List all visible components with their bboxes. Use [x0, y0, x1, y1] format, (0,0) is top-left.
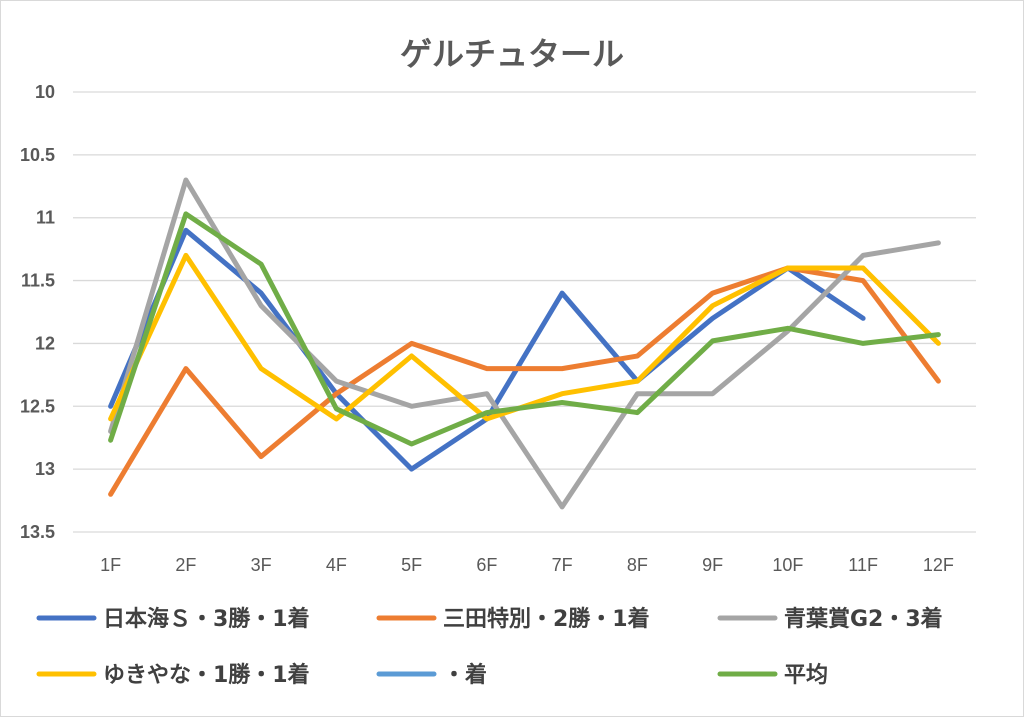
legend-label: 三田特別・2勝・1着	[443, 606, 650, 632]
y-tick-label: 12.5	[20, 396, 55, 416]
legend-label: 平均	[784, 662, 828, 688]
x-tick-label: 11F	[848, 555, 878, 575]
legend-label: ・着	[443, 662, 487, 688]
y-tick-label: 13.5	[20, 522, 55, 542]
series-line-2	[108, 177, 941, 510]
y-tick-label: 11.5	[21, 271, 55, 291]
series-line-0	[108, 227, 866, 472]
x-tick-label: 1F	[100, 555, 121, 575]
x-tick-label: 4F	[326, 555, 347, 575]
y-tick-label: 12	[35, 333, 55, 353]
y-tick-label: 11	[36, 208, 55, 228]
legend-label: 青葉賞G2・3着	[784, 606, 943, 632]
chart-title: ゲルチュタール	[400, 35, 624, 73]
x-tick-label: 7F	[552, 555, 573, 575]
x-tick-label: 9F	[702, 555, 723, 575]
x-tick-label: 10F	[772, 555, 803, 575]
y-tick-label: 10.5	[20, 145, 55, 165]
y-axis-ticks: 10 10.5 11 11.5 12 12.5 13 13.5	[20, 82, 55, 542]
x-tick-label: 12F	[923, 555, 954, 575]
x-tick-label: 8F	[627, 555, 648, 575]
series-lines	[108, 177, 941, 510]
x-tick-label: 5F	[401, 555, 422, 575]
grid-lines	[73, 91, 976, 533]
x-tick-label: 3F	[251, 555, 272, 575]
legend-label: ゆきやな・1勝・1着	[103, 662, 310, 688]
y-tick-label: 13	[35, 459, 55, 479]
series-line-5	[108, 211, 941, 447]
x-tick-label: 2F	[175, 555, 196, 575]
legend-label: 日本海Ｓ・3勝・1着	[103, 606, 310, 632]
x-axis-ticks: 1F 2F 3F 4F 5F 6F 7F 8F 9F 10F 11F 12F	[100, 555, 954, 575]
x-tick-label: 6F	[476, 555, 497, 575]
y-tick-label: 10	[35, 82, 55, 102]
